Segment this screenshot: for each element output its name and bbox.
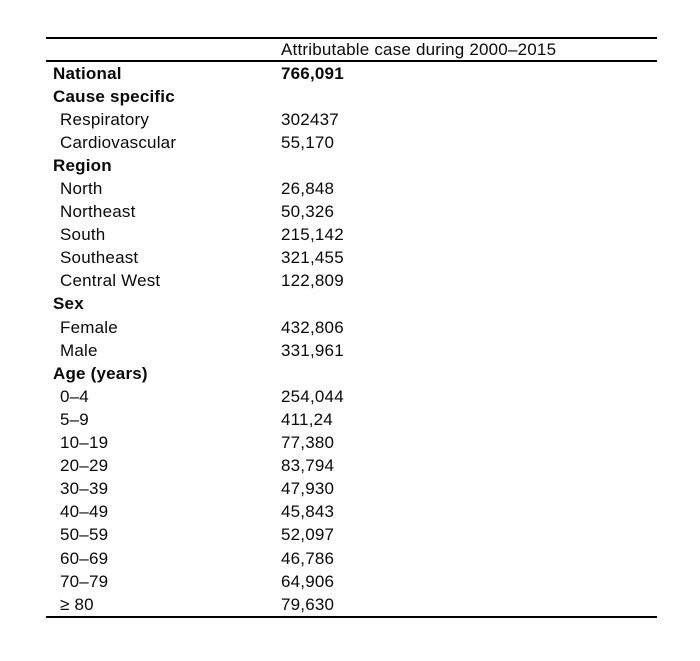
row-value: 432,806: [281, 317, 344, 337]
header-column-title: Attributable case during 2000–2015: [281, 39, 557, 59]
table-body: National 766,091 Cause specific Respiratory…: [46, 62, 657, 616]
table-row: Cardiovascular 55,170: [46, 131, 657, 154]
table-row: Region: [46, 154, 657, 177]
table-row: 30–39 47,930: [46, 478, 657, 501]
table-row: North 26,848: [46, 177, 657, 200]
row-label: Cause specific: [53, 86, 175, 106]
row-label: Age (years): [53, 363, 148, 383]
row-value: 64,906: [281, 571, 335, 591]
table-row: Sex: [46, 293, 657, 316]
table-row: Central West 122,809: [46, 270, 657, 293]
table-row: South 215,142: [46, 224, 657, 247]
table-header-row: Attributable case during 2000–2015: [46, 39, 657, 62]
table-row: Northeast 50,326: [46, 201, 657, 224]
row-label: ≥ 80: [60, 594, 94, 614]
row-value: 122,809: [281, 271, 344, 291]
row-label: 30–39: [60, 479, 109, 499]
row-label: Northeast: [60, 202, 136, 222]
row-value: 411,24: [281, 409, 333, 429]
row-label: National: [53, 63, 122, 83]
row-value: 45,843: [281, 502, 335, 522]
row-value: 321,455: [281, 248, 344, 268]
row-label: 70–79: [60, 571, 109, 591]
table-row: 20–29 83,794: [46, 455, 657, 478]
row-label: 0–4: [60, 386, 89, 406]
table-row: 70–79 64,906: [46, 570, 657, 593]
table-row: National 766,091: [46, 62, 657, 85]
table-row: Cause specific: [46, 85, 657, 108]
row-value: 47,930: [281, 479, 335, 499]
row-value: 83,794: [281, 456, 335, 476]
table-row: 40–49 45,843: [46, 501, 657, 524]
row-label: 10–19: [60, 433, 109, 453]
row-value: 77,380: [281, 433, 335, 453]
row-label: North: [60, 179, 103, 199]
row-value: 52,097: [281, 525, 335, 545]
row-label: Respiratory: [60, 109, 150, 129]
row-label: Southeast: [60, 248, 139, 268]
table-row: Female 432,806: [46, 316, 657, 339]
row-value: 215,142: [281, 225, 344, 245]
row-value: 302437: [281, 109, 339, 129]
row-value: 79,630: [281, 594, 335, 614]
table-row: 0–4 254,044: [46, 385, 657, 408]
table-row: 5–9 411,24: [46, 408, 657, 431]
row-label: 5–9: [60, 409, 89, 429]
row-value: 254,044: [281, 386, 344, 406]
row-label: Central West: [60, 271, 161, 291]
row-label: Region: [53, 155, 112, 175]
table-row: Southeast 321,455: [46, 247, 657, 270]
row-value: 26,848: [281, 179, 335, 199]
row-label: 50–59: [60, 525, 109, 545]
row-label: Male: [60, 340, 98, 360]
row-value: 46,786: [281, 548, 335, 568]
table-row: ≥ 80 79,630: [46, 593, 657, 616]
table-row: Age (years): [46, 362, 657, 385]
table-row: 50–59 52,097: [46, 524, 657, 547]
row-label: Female: [60, 317, 118, 337]
row-value: 331,961: [281, 340, 344, 360]
row-value: 766,091: [281, 63, 344, 83]
table-row: 10–19 77,380: [46, 432, 657, 455]
row-label: 60–69: [60, 548, 109, 568]
row-label: South: [60, 225, 106, 245]
row-label: 20–29: [60, 456, 109, 476]
table-row: Respiratory 302437: [46, 108, 657, 131]
row-value: 55,170: [281, 132, 335, 152]
table-row: 60–69 46,786: [46, 547, 657, 570]
row-label: Cardiovascular: [60, 132, 177, 152]
table-row: Male 331,961: [46, 339, 657, 362]
row-value: 50,326: [281, 202, 335, 222]
attributable-cases-table: Attributable case during 2000–2015 Natio…: [46, 37, 657, 619]
row-label: 40–49: [60, 502, 109, 522]
row-label: Sex: [53, 294, 84, 314]
